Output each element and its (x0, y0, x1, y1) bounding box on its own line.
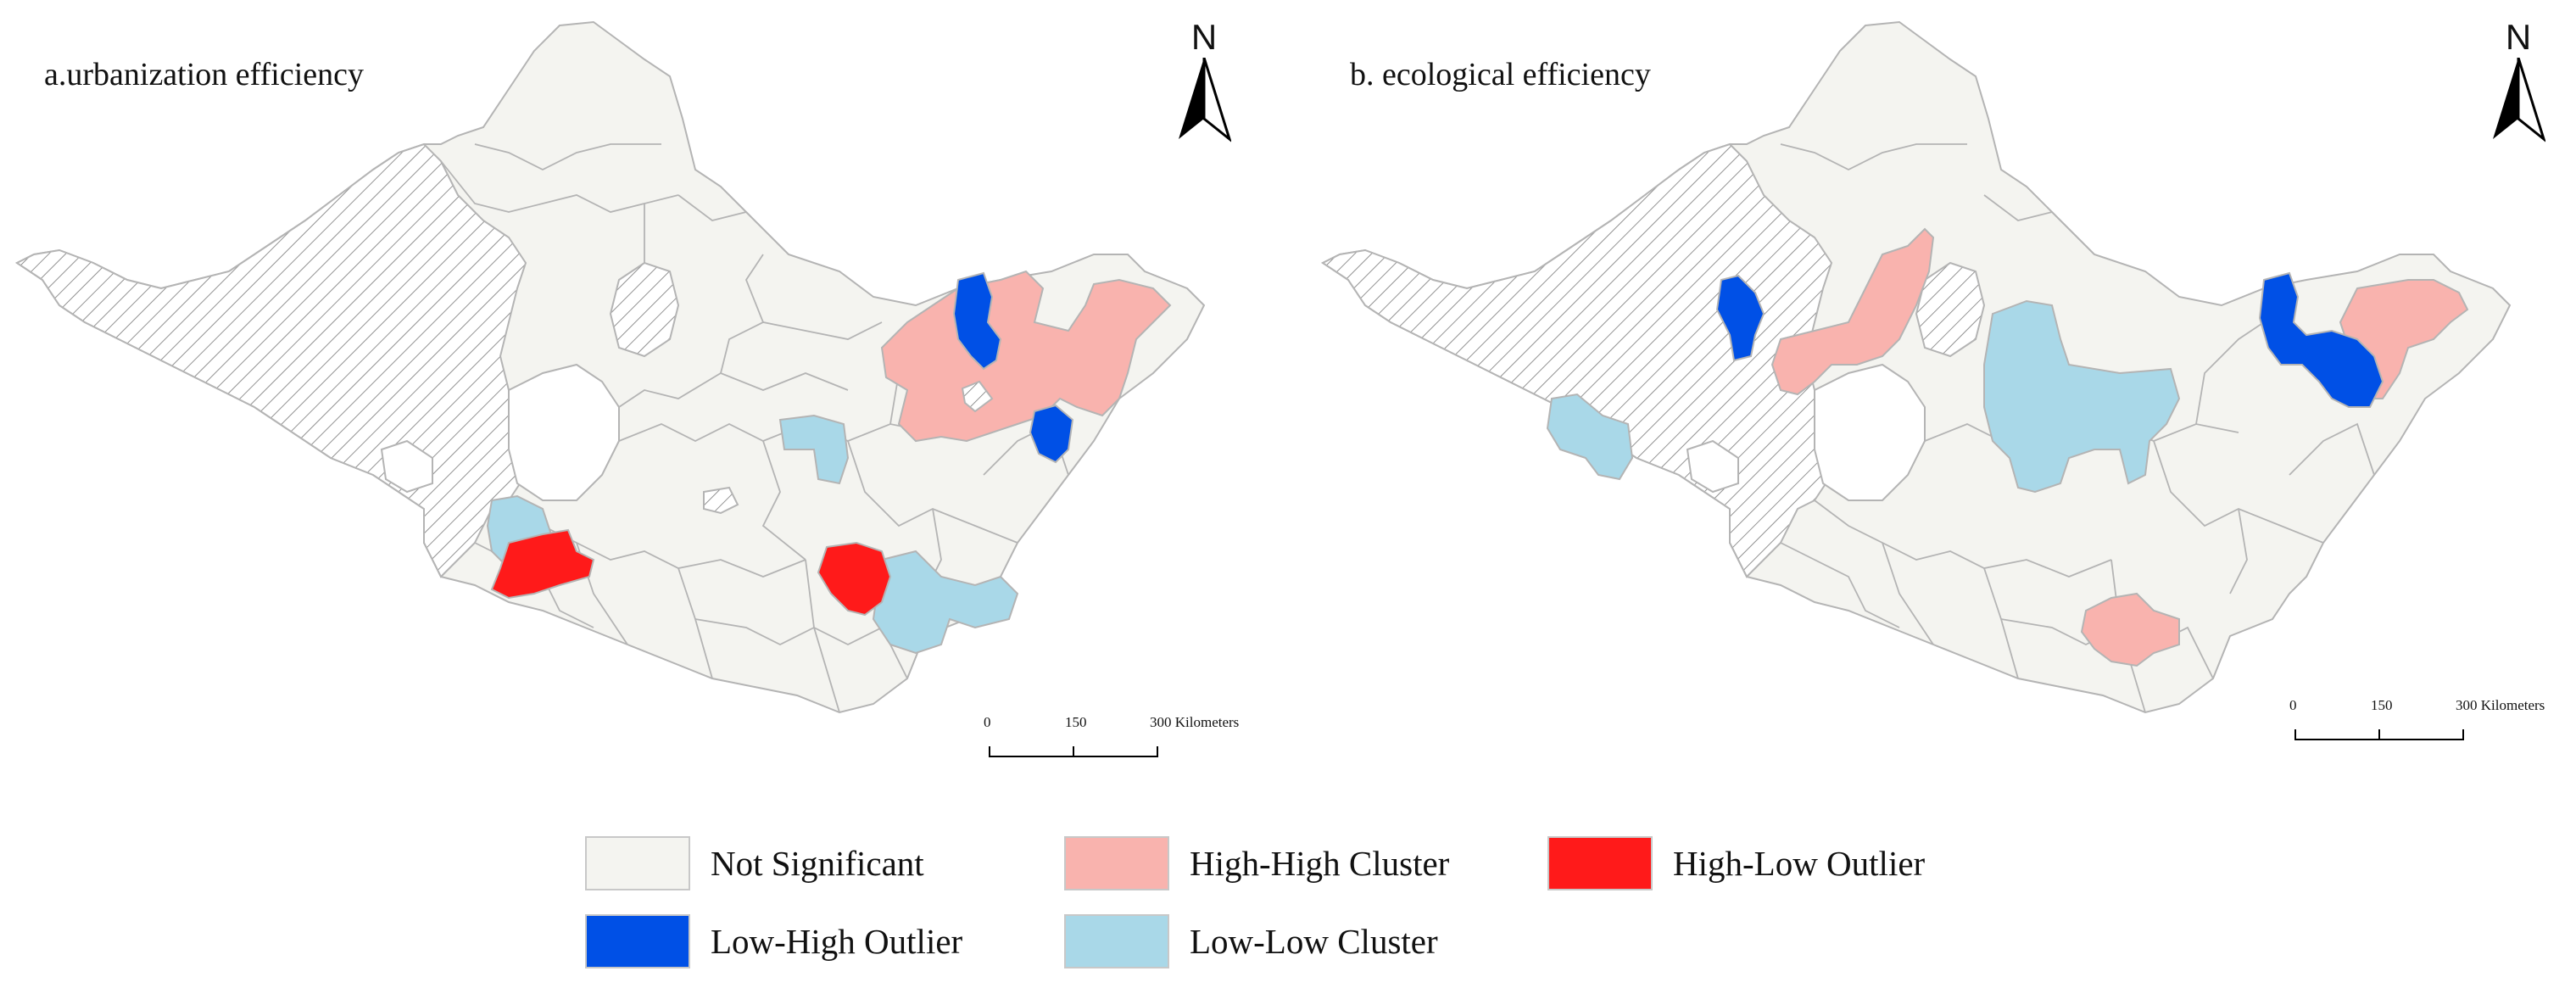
scale-bar-line (989, 746, 1158, 757)
region-high-low-west (490, 528, 595, 600)
legend-item-low-high: Low-High Outlier (585, 913, 962, 969)
scale-bar: 0 150 300 Kilometers (2289, 697, 2576, 756)
region-no-data-west (15, 142, 544, 578)
region-high-high-south (2080, 592, 2180, 667)
legend-item-low-low: Low-Low Cluster (1064, 913, 1438, 969)
legend-label: Low-High Outlier (711, 922, 963, 961)
region-low-low-center (778, 414, 850, 485)
north-arrow-icon (1179, 58, 1231, 142)
urbanization-map (15, 20, 1206, 714)
scale-tick-0: 0 (984, 714, 991, 730)
legend: Not Significant High-High Cluster High-L… (585, 835, 2027, 980)
legend-swatch (585, 914, 690, 968)
legend-label: High-High Cluster (1190, 844, 1450, 883)
region-low-high-east (2258, 271, 2384, 408)
scale-tick-0: 0 (2289, 697, 2297, 713)
legend-item-high-high: High-High Cluster (1064, 835, 1449, 891)
panel-title: b. ecological efficiency (1350, 57, 1651, 92)
region-low-low-west (1546, 393, 1634, 481)
region-no-data-west (1321, 142, 1850, 578)
region-high-high-north (1770, 227, 1935, 396)
legend-swatch (1547, 836, 1653, 890)
unmapped-area (508, 363, 620, 501)
region-low-high-north (952, 271, 1002, 371)
scale-bar-line (2294, 729, 2464, 740)
region-no-data-north (1915, 261, 1986, 358)
region-low-low-south (872, 550, 1019, 655)
scale-tick-300: 300 Kilometers (2456, 697, 2545, 713)
ecological-map (1321, 20, 2512, 714)
legend-item-high-low: High-Low Outlier (1547, 835, 1925, 891)
region-low-high-east (1029, 404, 1074, 464)
legend-label: High-Low Outlier (1673, 844, 1926, 883)
north-label: N (1190, 17, 1218, 57)
legend-label: Low-Low Cluster (1190, 922, 1438, 961)
north-arrow: N (2484, 17, 2552, 144)
scale-bar: 0 150 300 Kilometers (984, 714, 1272, 773)
region-low-low-center (1983, 299, 2181, 494)
scale-tick-150: 150 (1065, 714, 1087, 730)
legend-swatch (1064, 836, 1169, 890)
legend-item-not-significant: Not Significant (585, 835, 924, 891)
region-no-data-mid (703, 486, 739, 515)
legend-swatch (585, 836, 690, 890)
north-arrow: N (1170, 17, 1238, 144)
north-arrow-icon (2493, 58, 2545, 142)
legend-swatch (1064, 914, 1169, 968)
unmapped-area-small (380, 439, 433, 494)
map-panel-ecological: b. ecological efficiency N 0 150 300 Kil… (1306, 0, 2576, 763)
region-low-high-northwest (1715, 274, 1765, 362)
district-boundaries (440, 143, 1069, 713)
scale-tick-150: 150 (2371, 697, 2393, 713)
scale-tick-300: 300 Kilometers (1150, 714, 1240, 730)
map-panel-urbanization: a.urbanization efficiency N 0 150 300 Ki… (0, 0, 1288, 763)
unmapped-area-small (1686, 439, 1739, 494)
unmapped-area (1814, 363, 1926, 501)
legend-label: Not Significant (711, 844, 924, 883)
region-no-data-north (609, 261, 680, 358)
region-high-low-center (817, 541, 892, 617)
region-no-data-east (961, 380, 994, 413)
panel-title: a.urbanization efficiency (44, 57, 364, 92)
region-high-high-east (880, 270, 1172, 443)
district-boundaries (1780, 143, 2375, 713)
north-label: N (2505, 17, 2532, 57)
